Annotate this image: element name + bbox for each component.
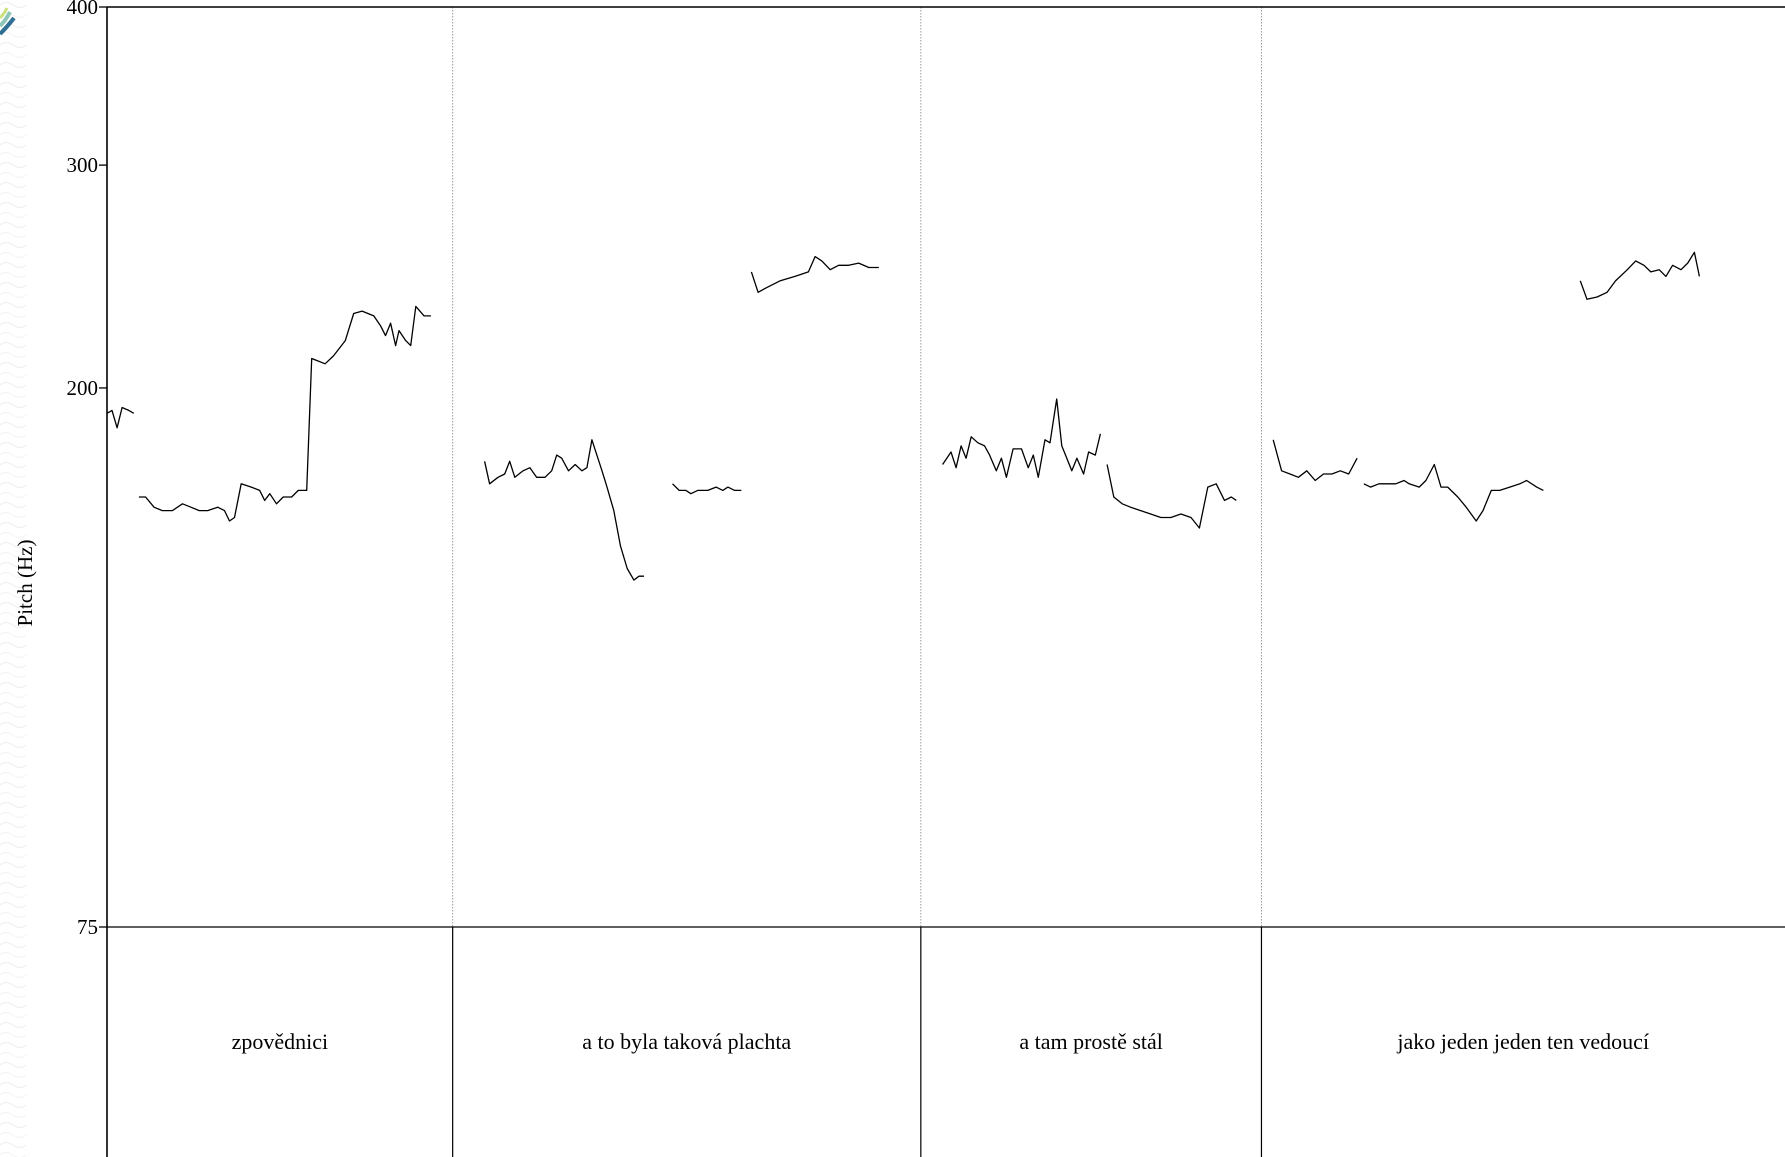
- y-tick-label: 400: [67, 0, 99, 19]
- y-tick-label: 300: [67, 153, 99, 177]
- pitch-segment-2: [138, 305, 431, 522]
- word-label: a to byla taková plachta: [582, 1029, 791, 1054]
- pitch-segment-5: [750, 255, 879, 293]
- pitch-segment-3: [483, 439, 644, 581]
- pitch-segment-10: [1579, 251, 1701, 300]
- word-label: zpovědnici: [232, 1029, 329, 1054]
- pitch-segment-4: [672, 483, 742, 495]
- y-tick-label: 75: [77, 915, 98, 939]
- word-label: a tam prostě stál: [1019, 1029, 1163, 1054]
- word-tier: zpovědnici a to byla taková plachta a tam …: [232, 1029, 1650, 1054]
- y-axis-ticks: 75 200 300 400: [67, 0, 107, 939]
- y-tick-label: 200: [67, 376, 99, 400]
- pitch-contours: [106, 251, 1701, 581]
- pitch-segment-6: [942, 398, 1102, 478]
- pitch-segment-9: [1363, 463, 1544, 522]
- pitch-segment-8: [1272, 439, 1358, 482]
- plot-frame: [106, 6, 1785, 1157]
- pitch-segment-1: [106, 406, 135, 429]
- word-label: jako jeden jeden ten vedoucí: [1396, 1029, 1649, 1054]
- y-axis-label: Pitch (Hz): [13, 540, 37, 627]
- pitch-segment-7: [1106, 464, 1237, 529]
- interval-boundaries: [452, 7, 1263, 1157]
- corner-logo-fragment: [0, 7, 16, 36]
